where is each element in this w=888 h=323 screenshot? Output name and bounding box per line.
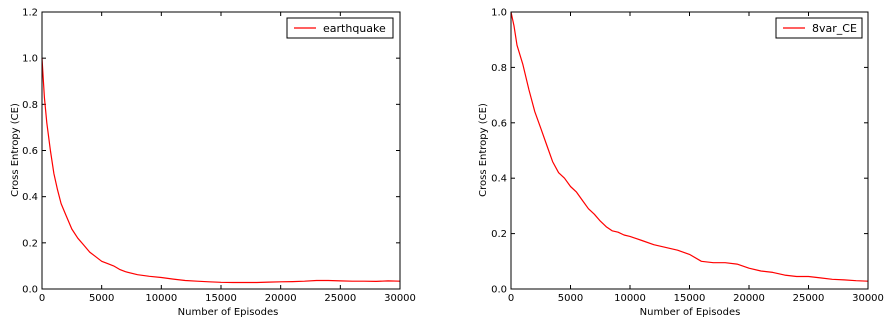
y-tick-label: 1.2: [22, 8, 38, 19]
series-layer: [41, 58, 401, 284]
legend-box: [286, 17, 394, 39]
x-tick-label: 25000: [324, 293, 356, 304]
legend: 8var_CE: [775, 17, 863, 39]
x-axis-label: Number of Episodes: [178, 307, 279, 318]
y-tick-label: 1.0: [22, 54, 38, 65]
x-tick-label: 10000: [145, 293, 177, 304]
plot-frame: [510, 11, 869, 290]
y-tick-label: 0.2: [491, 229, 507, 240]
x-tick-label: 0: [508, 293, 514, 304]
legend-label-8var-ce: 8var_CE: [812, 22, 857, 35]
tick-layer: 0 5000 10000 15000 20000 25000 30000 0.0 0.2 0.4 0…: [491, 8, 884, 305]
y-axis-label: Cross Entropy (CE): [478, 103, 489, 197]
y-tick-label: 0.0: [491, 285, 507, 296]
legend-box: [775, 17, 863, 39]
x-tick-label: 15000: [674, 293, 706, 304]
y-tick-label: 0.8: [491, 63, 507, 74]
x-tick-label: 5000: [89, 293, 114, 304]
x-tick-label: 0: [39, 293, 45, 304]
y-tick-label: 1.0: [491, 8, 507, 19]
y-tick-label: 0.2: [22, 238, 38, 249]
y-axis-label: Cross Entropy (CE): [10, 103, 21, 197]
series-layer: [510, 11, 869, 282]
x-tick-label: 10000: [614, 293, 646, 304]
legend: earthquake: [286, 17, 394, 39]
earthquake-chart-panel: Number of Episodes Cross Entropy (CE) 0 5…: [10, 8, 416, 319]
x-tick-label: 25000: [793, 293, 825, 304]
plot-frame: [41, 11, 401, 290]
y-tick-label: 0.6: [491, 118, 507, 129]
tick-layer: 0 5000 10000 15000 20000 25000 30000 0.0 0.2 0.4 0…: [22, 8, 416, 305]
x-tick-label: 30000: [852, 293, 884, 304]
x-tick-label: 30000: [384, 293, 416, 304]
legend-label-earthquake: earthquake: [323, 22, 386, 35]
x-tick-label: 20000: [265, 293, 297, 304]
8var-ce-chart-panel: Number of Episodes Cross Entropy (CE) 0 5…: [478, 8, 884, 319]
series-line-8var_CE: [510, 11, 869, 282]
x-tick-label: 20000: [733, 293, 765, 304]
y-tick-label: 0.4: [22, 192, 38, 203]
x-tick-label: 5000: [558, 293, 583, 304]
x-axis-label: Number of Episodes: [640, 307, 741, 318]
series-line-earthquake: [41, 58, 401, 284]
y-tick-label: 0.6: [22, 146, 38, 157]
y-tick-label: 0.4: [491, 174, 507, 185]
x-tick-label: 15000: [205, 293, 237, 304]
y-tick-label: 0.8: [22, 100, 38, 111]
y-tick-label: 0.0: [22, 285, 38, 296]
